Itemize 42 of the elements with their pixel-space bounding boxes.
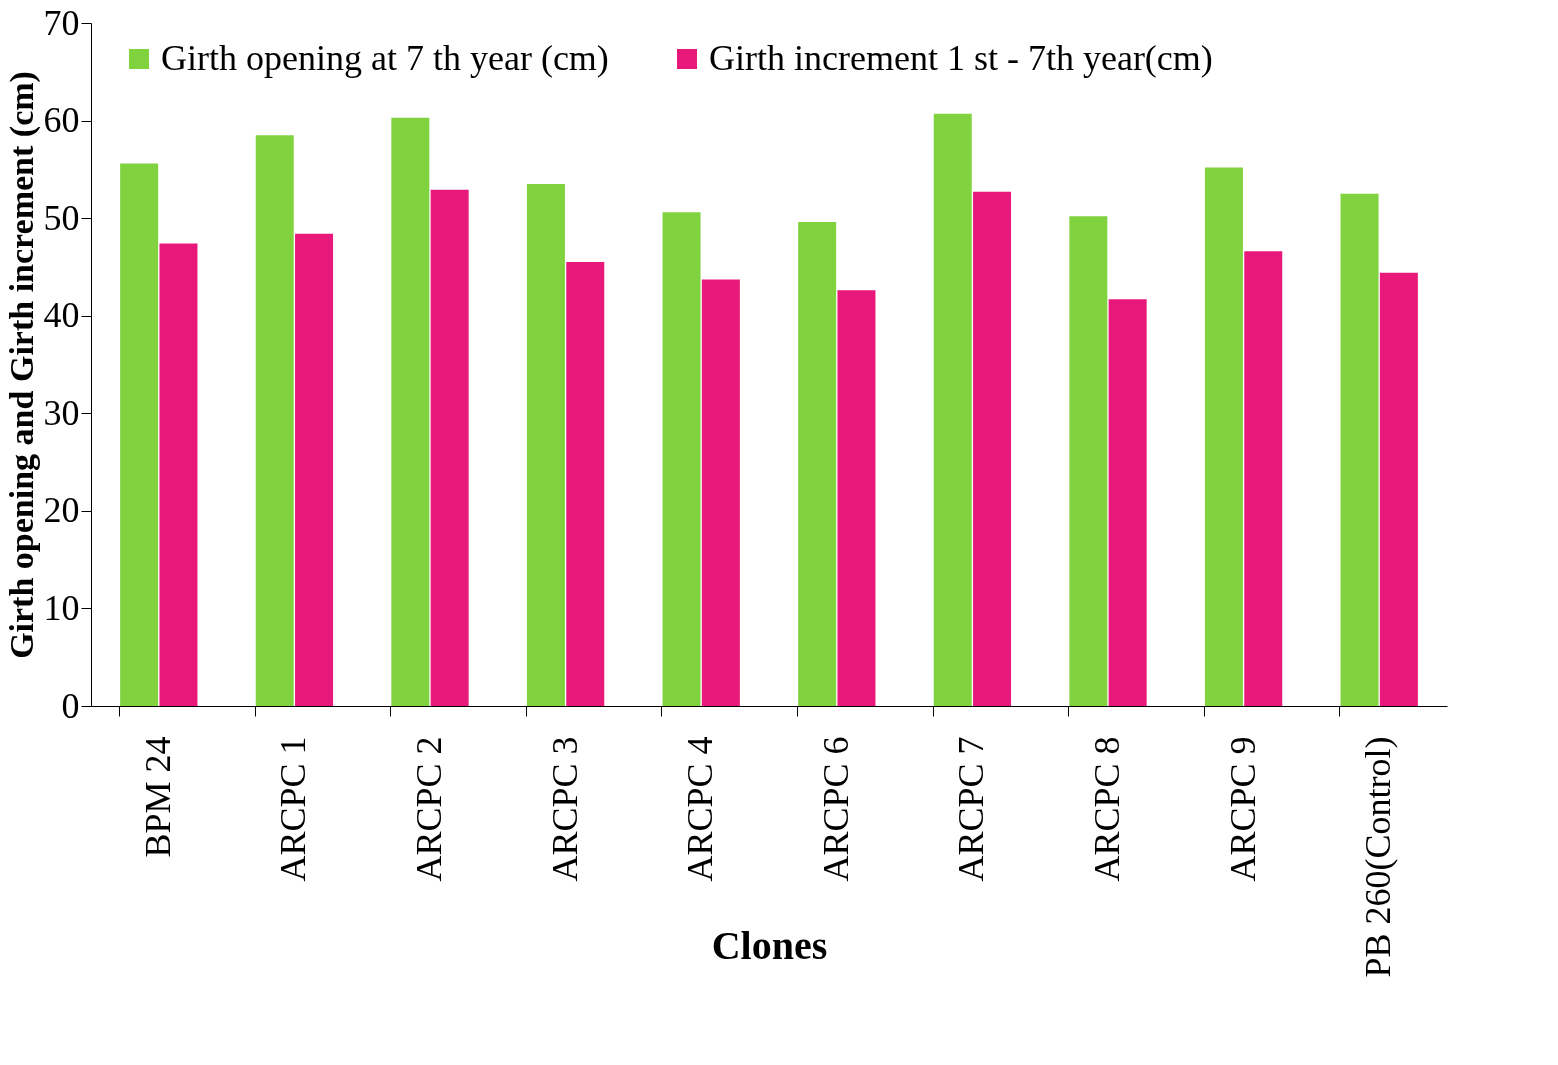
y-tick-label: 60 bbox=[43, 100, 80, 141]
bar bbox=[159, 243, 198, 706]
y-tick-label: 50 bbox=[43, 197, 80, 238]
bar bbox=[255, 135, 294, 706]
bar bbox=[1379, 272, 1418, 706]
x-tick-label: ARCPC 6 bbox=[815, 736, 856, 882]
bar bbox=[701, 279, 740, 706]
bar bbox=[566, 262, 605, 706]
bar bbox=[1244, 251, 1283, 706]
bar bbox=[1340, 193, 1379, 706]
x-axis-title: Clones bbox=[711, 922, 828, 968]
x-tick-label: ARCPC 8 bbox=[1087, 736, 1127, 882]
x-tick-label: ARCPC 1 bbox=[273, 736, 314, 882]
x-tick-label: PB 260(Control) bbox=[1358, 736, 1399, 978]
bar bbox=[837, 290, 876, 706]
y-axis-title: Girth opening and Girth increment (cm) bbox=[2, 71, 41, 659]
y-tick-label: 40 bbox=[43, 295, 80, 336]
bar bbox=[1204, 167, 1243, 706]
x-tick-label: ARCPC 2 bbox=[409, 736, 449, 882]
bar bbox=[430, 189, 469, 706]
bar bbox=[1108, 299, 1147, 706]
bar bbox=[391, 117, 430, 706]
bar bbox=[526, 183, 565, 706]
y-tick-label: 0 bbox=[61, 685, 80, 726]
y-tick-label: 20 bbox=[43, 490, 80, 531]
x-tick-label: BPM 24 bbox=[137, 736, 178, 858]
x-tick-label: ARCPC 4 bbox=[680, 736, 721, 882]
bar bbox=[973, 191, 1012, 706]
y-tick-label: 70 bbox=[43, 2, 80, 43]
bar bbox=[295, 233, 334, 706]
bar bbox=[798, 222, 837, 706]
y-tick-label: 10 bbox=[43, 587, 80, 628]
y-tick-label: 30 bbox=[43, 392, 80, 433]
x-tick-label: ARCPC 9 bbox=[1222, 736, 1263, 882]
x-tick-label: ARCPC 3 bbox=[544, 736, 585, 882]
bar bbox=[933, 113, 972, 706]
bar bbox=[120, 163, 159, 706]
legend-label: Girth increment 1 st - 7th year(cm) bbox=[709, 38, 1213, 78]
legend-label: Girth opening at 7 th year (cm) bbox=[161, 38, 609, 78]
bar bbox=[662, 212, 701, 706]
x-tick-label: ARCPC 7 bbox=[951, 736, 992, 882]
bar bbox=[1069, 216, 1108, 706]
